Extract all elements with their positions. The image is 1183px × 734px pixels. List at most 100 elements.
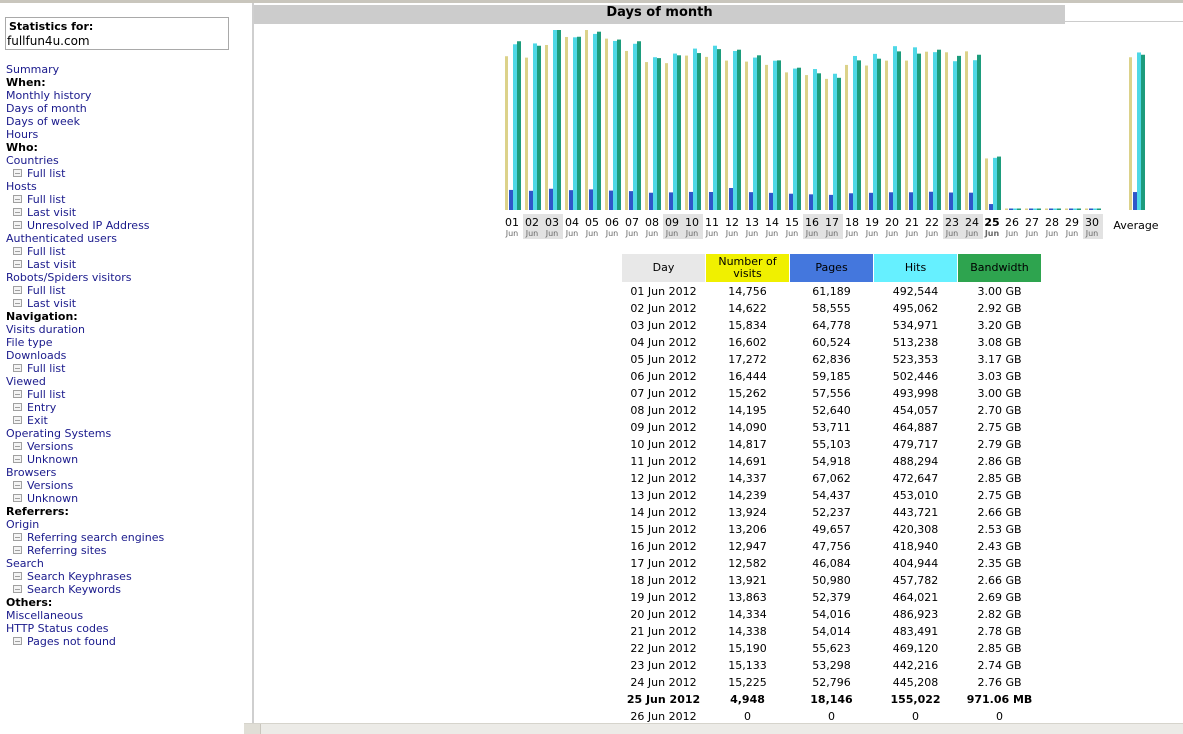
menu-sublink-versions[interactable]: Versions bbox=[6, 440, 251, 453]
frame-divider[interactable] bbox=[252, 3, 254, 733]
menu-link-summary[interactable]: Summary bbox=[6, 63, 60, 76]
menu-link-countries[interactable]: Countries bbox=[6, 154, 59, 167]
pages-bar bbox=[729, 188, 733, 210]
menu-sublink-label[interactable]: Full list bbox=[27, 245, 66, 258]
horizontal-scrollbar[interactable] bbox=[244, 723, 1183, 734]
menu-link-viewed[interactable]: Viewed bbox=[6, 375, 46, 388]
visits-bar bbox=[645, 62, 648, 211]
menu-link-search[interactable]: Search bbox=[6, 557, 44, 570]
menu-sublink-label[interactable]: Full list bbox=[27, 388, 66, 401]
cell-visits: 13,863 bbox=[728, 591, 767, 604]
menu-sublink-label[interactable]: Exit bbox=[27, 414, 48, 427]
cell-pages: 18,146 bbox=[810, 693, 853, 706]
menu-sublink-label[interactable]: Referring search engines bbox=[27, 531, 165, 544]
menu-sublink-full-list[interactable]: Full list bbox=[6, 245, 251, 258]
weekend-label-bg bbox=[943, 214, 963, 239]
menu-sublink-label[interactable]: Full list bbox=[27, 193, 66, 206]
menu-sublink-last-visit[interactable]: Last visit bbox=[6, 258, 251, 271]
menu-heading-others: Others: bbox=[6, 596, 53, 609]
cell-visits: 12,582 bbox=[728, 557, 767, 570]
pages-bar bbox=[829, 194, 833, 210]
menu-link-days-of-week[interactable]: Days of week bbox=[6, 115, 80, 128]
scroll-left-button[interactable] bbox=[244, 724, 261, 734]
visits-bar bbox=[1045, 208, 1048, 210]
menu-sublink-full-list[interactable]: Full list bbox=[6, 193, 251, 206]
menu-sublink-label[interactable]: Full list bbox=[27, 284, 66, 297]
menu-sublink-full-list[interactable]: Full list bbox=[6, 362, 251, 375]
cell-hits: 472,647 bbox=[892, 472, 939, 485]
cell-bandwidth: 2.74 GB bbox=[977, 659, 1022, 672]
menu-sublink-last-visit[interactable]: Last visit bbox=[6, 206, 251, 219]
menu-link-hours[interactable]: Hours bbox=[6, 128, 39, 141]
cell-pages: 62,836 bbox=[812, 353, 851, 366]
menu-sublink-label[interactable]: Entry bbox=[27, 401, 57, 414]
menu-sublink-full-list[interactable]: Full list bbox=[6, 284, 251, 297]
hits-bar bbox=[653, 57, 657, 210]
bandwidth-bar bbox=[1037, 208, 1041, 210]
menu-sublink-label[interactable]: Referring sites bbox=[27, 544, 107, 557]
menu-sublink-full-list[interactable]: Full list bbox=[6, 388, 251, 401]
visits-bar bbox=[1005, 208, 1008, 210]
menu-link-authenticated-users[interactable]: Authenticated users bbox=[6, 232, 117, 245]
menu-link-miscellaneous[interactable]: Miscellaneous bbox=[6, 609, 84, 622]
submenu-bullet-icon bbox=[13, 546, 22, 554]
cell-day: 03 Jun 2012 bbox=[630, 319, 697, 332]
menu-link-days-of-month[interactable]: Days of month bbox=[6, 102, 87, 115]
menu-link-downloads[interactable]: Downloads bbox=[6, 349, 67, 362]
menu-link-operating-systems[interactable]: Operating Systems bbox=[6, 427, 112, 440]
menu-link-robots-spiders-visitors[interactable]: Robots/Spiders visitors bbox=[6, 271, 132, 284]
menu-sublink-label[interactable]: Full list bbox=[27, 167, 66, 180]
menu-link-browsers[interactable]: Browsers bbox=[6, 466, 57, 479]
bandwidth-bar bbox=[897, 51, 901, 210]
menu-sublink-last-visit[interactable]: Last visit bbox=[6, 297, 251, 310]
hits-bar bbox=[1053, 208, 1057, 210]
menu-sublink-unknown[interactable]: Unknown bbox=[6, 492, 251, 505]
menu-sublink-search-keywords[interactable]: Search Keywords bbox=[6, 583, 251, 596]
menu-link-origin[interactable]: Origin bbox=[6, 518, 40, 531]
hits-bar bbox=[573, 37, 577, 210]
menu-sublink-label[interactable]: Search Keywords bbox=[27, 583, 121, 596]
menu-link-file-type[interactable]: File type bbox=[6, 336, 53, 349]
cell-day: 07 Jun 2012 bbox=[630, 387, 697, 400]
x-tick-day: 09 bbox=[665, 216, 679, 229]
menu-sublink-label[interactable]: Last visit bbox=[27, 297, 77, 310]
menu-sublink-unresolved-ip-address[interactable]: Unresolved IP Address bbox=[6, 219, 251, 232]
menu-sublink-referring-search-engines[interactable]: Referring search engines bbox=[6, 531, 251, 544]
menu-sublink-full-list[interactable]: Full list bbox=[6, 167, 251, 180]
hits-bar bbox=[633, 43, 637, 210]
menu-sublink-referring-sites[interactable]: Referring sites bbox=[6, 544, 251, 557]
menu-sublink-label[interactable]: Search Keyphrases bbox=[27, 570, 132, 583]
pages-bar bbox=[1009, 208, 1013, 210]
stats-for-box: Statistics for: fullfun4u.com bbox=[5, 17, 229, 50]
cell-visits: 15,133 bbox=[728, 659, 767, 672]
menu-sublink-label[interactable]: Unknown bbox=[27, 453, 79, 466]
menu-link-visits-duration[interactable]: Visits duration bbox=[6, 323, 85, 336]
menu-sublink-label[interactable]: Pages not found bbox=[27, 635, 116, 648]
menu-sublink-label[interactable]: Last visit bbox=[27, 258, 77, 271]
menu-sublink-unknown[interactable]: Unknown bbox=[6, 453, 251, 466]
cell-day: 13 Jun 2012 bbox=[630, 489, 697, 502]
menu-sublink-label[interactable]: Unknown bbox=[27, 492, 79, 505]
menu-sublink-label[interactable]: Versions bbox=[27, 479, 74, 492]
menu-sublink-exit[interactable]: Exit bbox=[6, 414, 251, 427]
menu-sublink-search-keyphrases[interactable]: Search Keyphrases bbox=[6, 570, 251, 583]
menu-sublink-label[interactable]: Unresolved IP Address bbox=[27, 219, 150, 232]
x-tick-day: 24 bbox=[965, 216, 979, 229]
menu-sublink-label[interactable]: Versions bbox=[27, 440, 74, 453]
menu-link-hosts[interactable]: Hosts bbox=[6, 180, 37, 193]
bandwidth-bar bbox=[957, 55, 961, 210]
menu-sublink-label[interactable]: Full list bbox=[27, 362, 66, 375]
cell-visits: 14,622 bbox=[728, 302, 767, 315]
cell-pages: 57,556 bbox=[812, 387, 851, 400]
bandwidth-bar bbox=[637, 41, 641, 210]
menu-link-http-status-codes[interactable]: HTTP Status codes bbox=[6, 622, 109, 635]
menu-sublink-label[interactable]: Last visit bbox=[27, 206, 77, 219]
cell-visits: 14,337 bbox=[728, 472, 767, 485]
menu-sublink-versions[interactable]: Versions bbox=[6, 479, 251, 492]
menu-sublink-pages-not-found[interactable]: Pages not found bbox=[6, 635, 251, 648]
menu-sublink-entry[interactable]: Entry bbox=[6, 401, 251, 414]
cell-bandwidth: 2.75 GB bbox=[977, 489, 1022, 502]
menu-link-monthly-history[interactable]: Monthly history bbox=[6, 89, 92, 102]
bandwidth-bar bbox=[697, 53, 701, 210]
cell-visits: 13,921 bbox=[728, 574, 767, 587]
